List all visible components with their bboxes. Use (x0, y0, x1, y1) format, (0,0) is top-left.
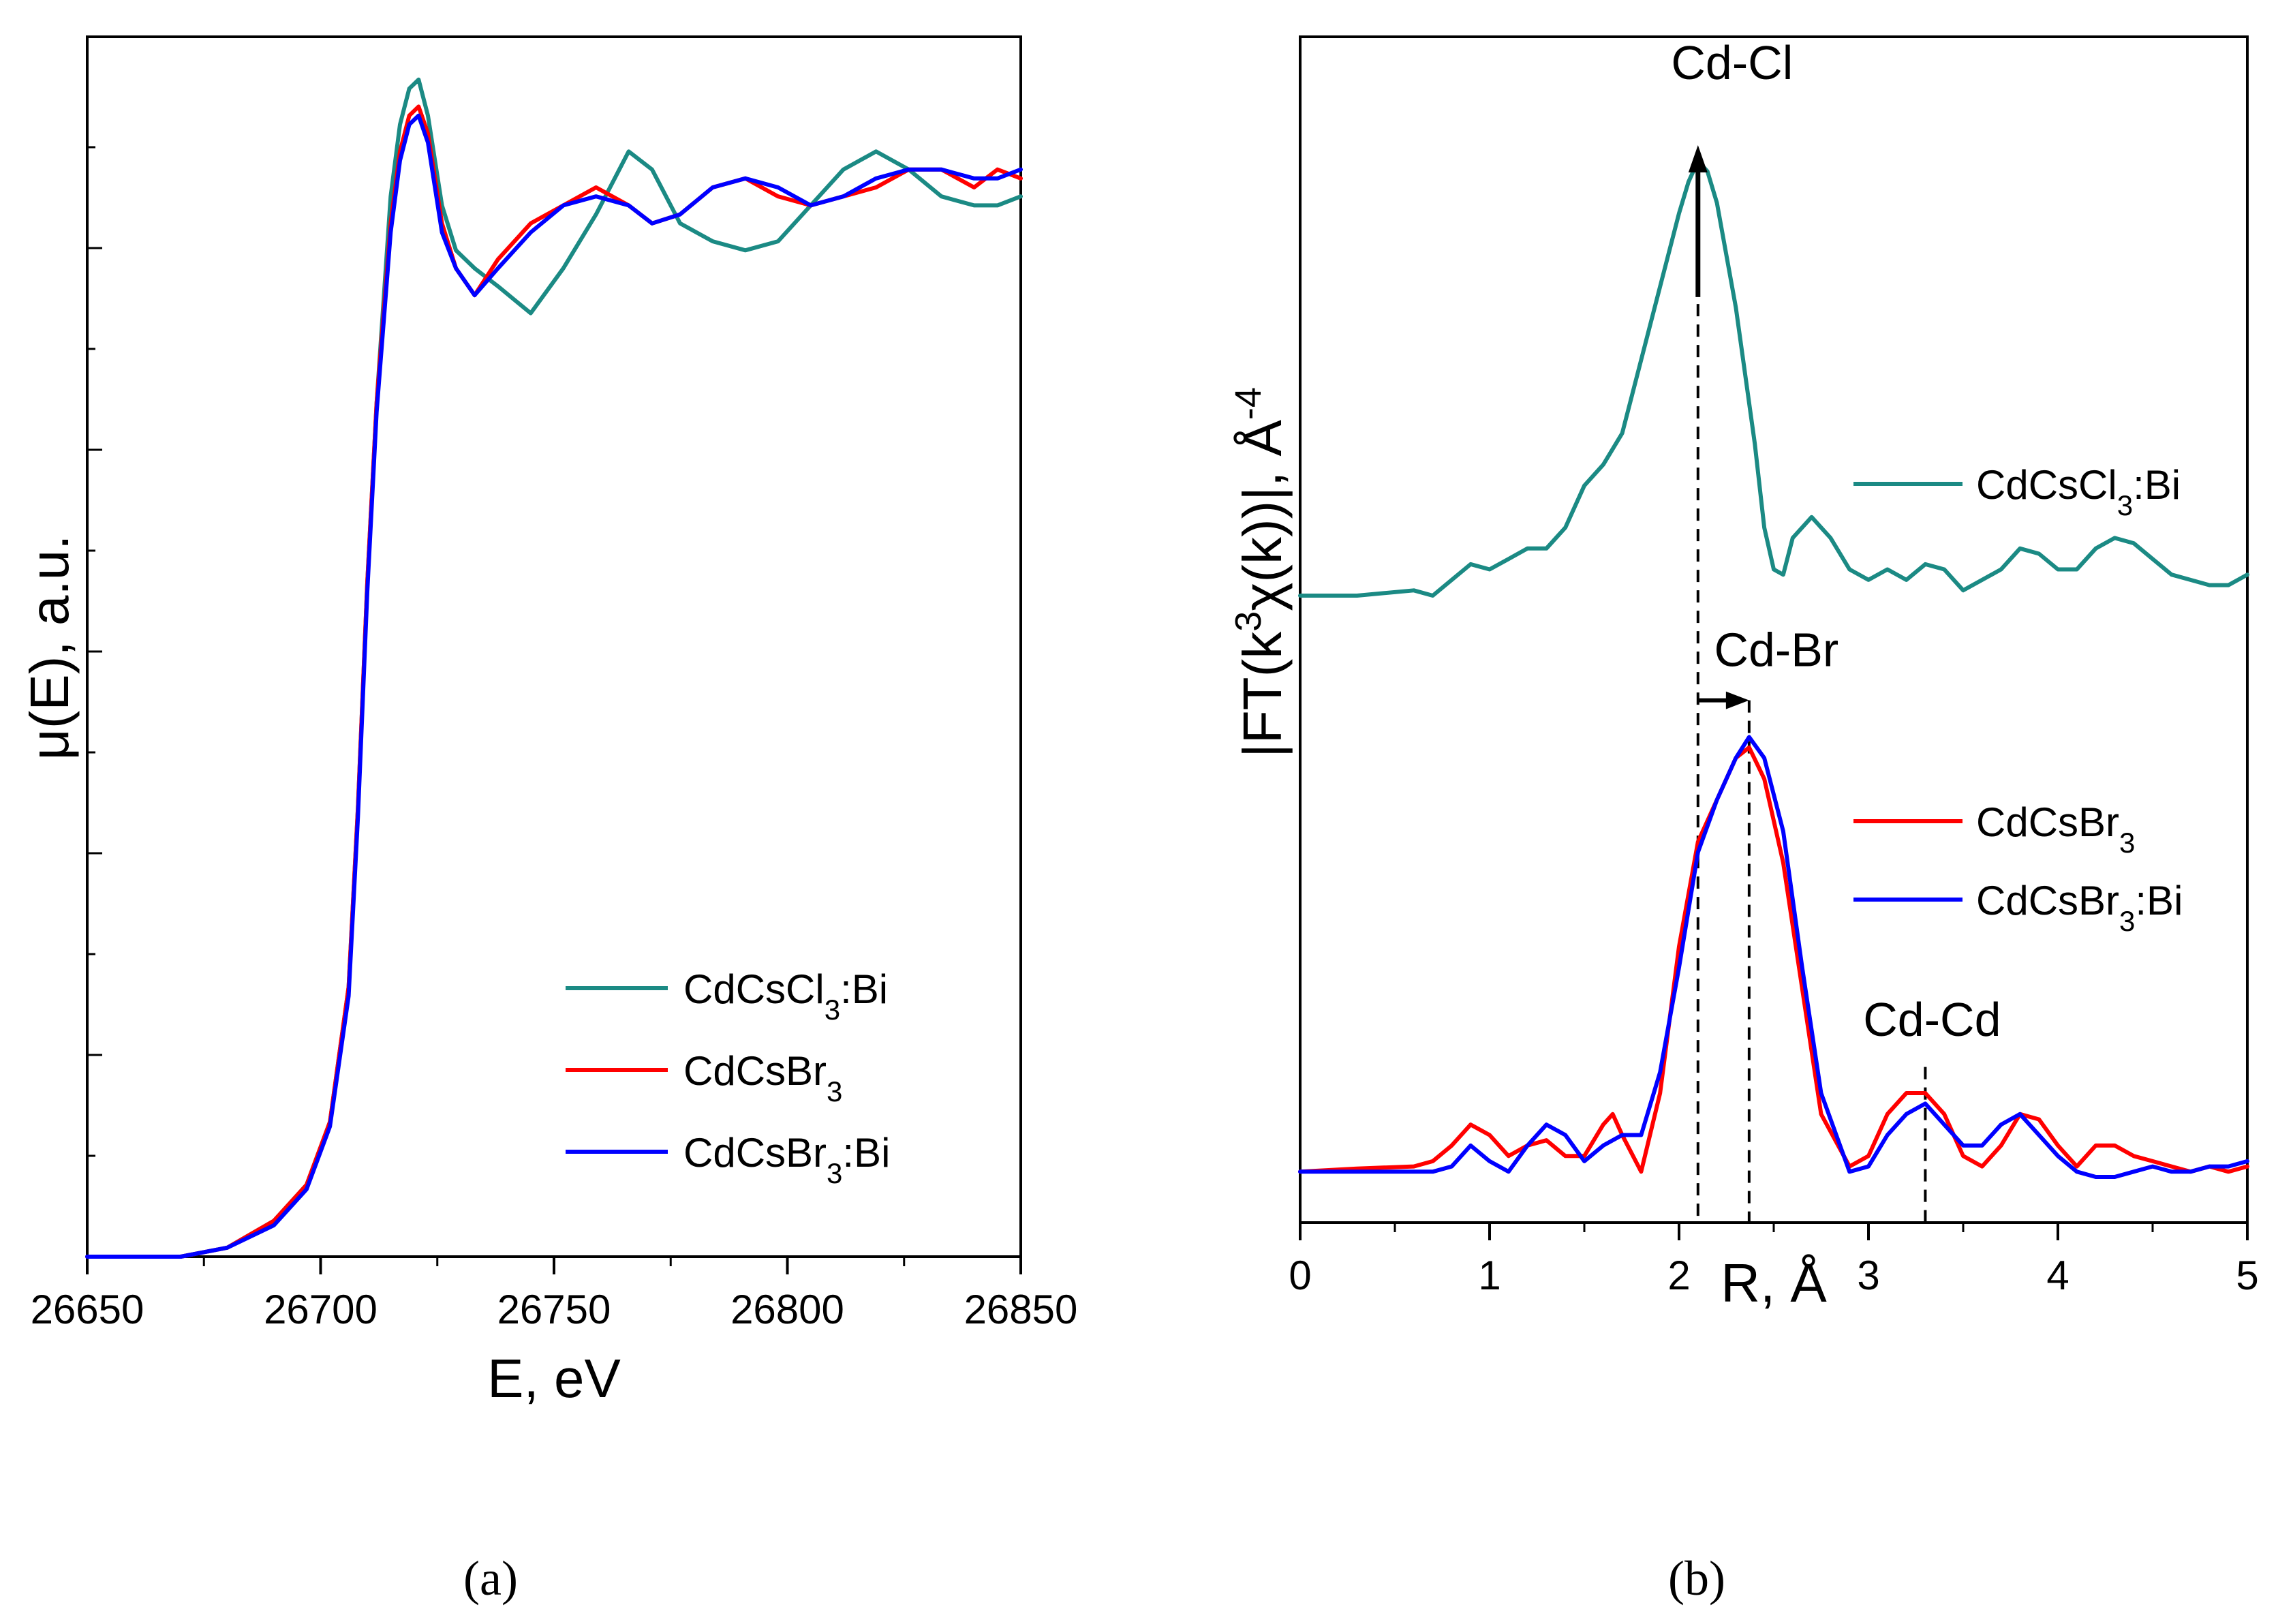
x-axis-title-b: R, Å (1721, 1253, 1827, 1313)
annotation-cd-cl: Cd-Cl (1671, 36, 1793, 89)
series-group-a (85, 77, 1023, 1259)
x-tick-label-a-3: 26800 (730, 1287, 844, 1332)
y-ticks-a (87, 146, 102, 1258)
series-line-b-2 (1298, 735, 2249, 1179)
y-axis-title-b: |FT(k3χ(k))|, Å-4 (1228, 387, 1293, 758)
series-line-a-2 (85, 113, 1023, 1259)
annotation-cd-br: Cd-Br (1714, 624, 1838, 677)
legend-label-a-2: CdCsBr3:Bi (683, 1130, 890, 1189)
x-ticks-b: 0 1 2 3 4 5 (1289, 1223, 2259, 1298)
series-group-b (1298, 159, 2249, 1179)
x-tick-label-a-0: 26650 (31, 1287, 144, 1332)
legend-label-b-0: CdCsCl3:Bi (1976, 462, 2181, 521)
plot-frame-a (86, 35, 1022, 1258)
legend-label-a-0: CdCsCl3:Bi (683, 966, 888, 1026)
x-tick-label-b-0: 0 (1289, 1253, 1311, 1298)
annotations-b: Cd-Cl Cd-Br Cd-Cd (1671, 36, 2001, 1046)
x-axis-title-a: E, eV (487, 1348, 621, 1409)
series-line-b-0 (1298, 159, 2249, 598)
annotation-cd-cd: Cd-Cd (1863, 993, 2001, 1046)
panel-a: 26650 26700 26750 26800 26850 E, eV μ(E), a.… (19, 35, 1078, 1606)
x-tick-label-b-4: 4 (2046, 1253, 2069, 1298)
legend-a: CdCsCl3:Bi CdCsBr3 CdCsBr3:Bi (566, 966, 890, 1189)
x-tick-label-b-1: 1 (1478, 1253, 1500, 1298)
x-tick-label-a-1: 26700 (264, 1287, 378, 1332)
panel-label-a: (a) (463, 1551, 518, 1606)
legend-label-a-1: CdCsBr3 (683, 1048, 842, 1107)
x-ticks-a: 26650 26700 26750 26800 26850 (31, 1257, 1078, 1332)
legend-b: CdCsCl3:Bi CdCsBr3 CdCsBr3:Bi (1853, 462, 2183, 937)
x-tick-label-b-3: 3 (1857, 1253, 1879, 1298)
panel-label-b: (b) (1668, 1551, 1725, 1606)
x-tick-label-a-2: 26750 (497, 1287, 611, 1332)
x-tick-label-a-4: 26850 (964, 1287, 1078, 1332)
arrow-head-cd-cl (1688, 145, 1708, 173)
legend-label-b-2: CdCsBr3:Bi (1976, 878, 2183, 937)
y-axis-title-a: μ(E), a.u. (19, 535, 80, 761)
panel-b: 0 1 2 3 4 5 Cd-Cl Cd-Br Cd-Cd R, Å |FT(k3χ(k))|… (1228, 35, 2259, 1606)
legend-label-b-1: CdCsBr3 (1976, 799, 2135, 859)
series-line-a-0 (85, 77, 1023, 1259)
x-tick-label-b-2: 2 (1667, 1253, 1690, 1298)
arrow-head-cd-br (1725, 691, 1749, 709)
x-tick-label-b-5: 5 (2236, 1253, 2258, 1298)
